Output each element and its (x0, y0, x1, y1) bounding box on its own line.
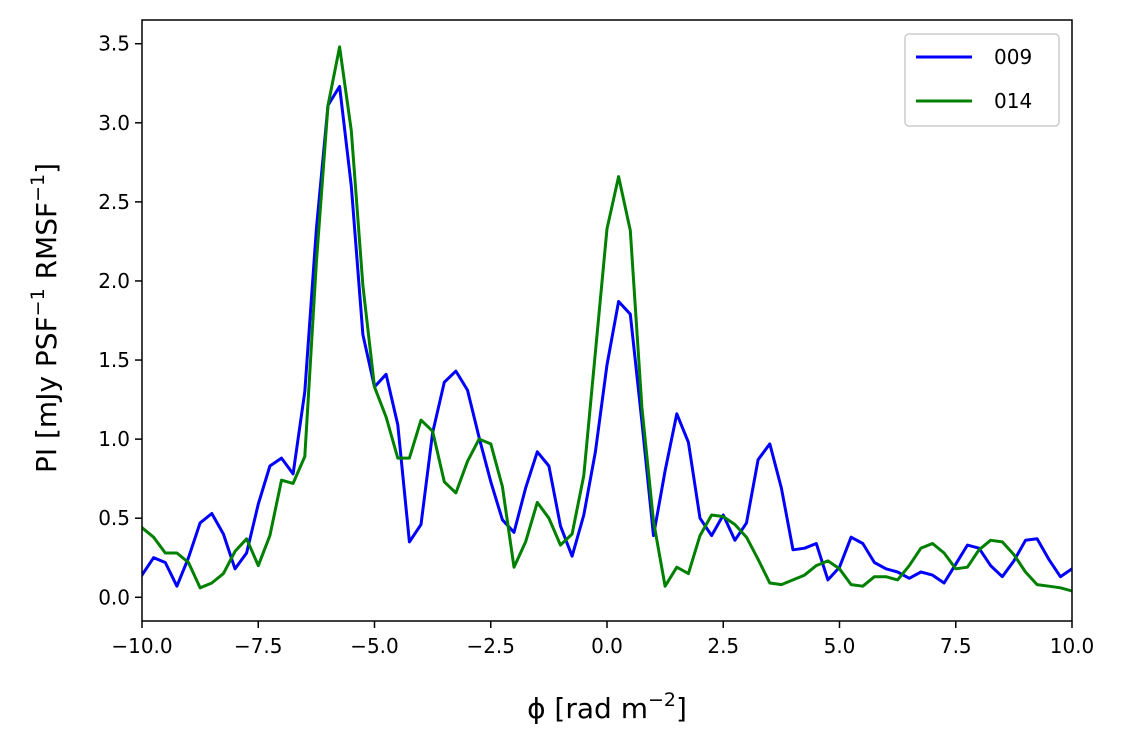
y-tick-label: 3.5 (98, 32, 130, 56)
y-tick-label: 2.5 (98, 190, 130, 214)
y-tick-label: 0.0 (98, 585, 130, 609)
x-tick-label: 2.5 (707, 634, 739, 658)
x-tick-label: −5.0 (350, 634, 399, 658)
y-axis-label-end: ] (30, 163, 63, 174)
y-tick-label: 1.5 (98, 348, 130, 372)
x-axis-label-end: ] (676, 692, 687, 725)
x-tick-label: 10.0 (1050, 634, 1095, 658)
y-tick-label: 2.0 (98, 269, 130, 293)
y-axis-label-main: PI [mJy PSF (30, 316, 63, 473)
series-layer (142, 45, 1072, 593)
series-line-009 (142, 84, 1072, 588)
y-tick-label: 1.0 (98, 427, 130, 451)
y-tick-label: 3.0 (98, 111, 130, 135)
y-axis-label-superscript-1: −1 (27, 288, 49, 316)
y-axis-label-mid: RMSF (30, 202, 63, 288)
x-tick-label: 5.0 (824, 634, 856, 658)
x-tick-label: 7.5 (940, 634, 972, 658)
x-tick-label: −7.5 (234, 634, 283, 658)
y-axis-label-superscript-2: −1 (27, 174, 49, 202)
series-line-014 (142, 45, 1072, 593)
y-tick-label: 0.5 (98, 506, 130, 530)
x-axis-label-main: ϕ [rad m (527, 692, 648, 725)
x-tick-label: −2.5 (466, 634, 515, 658)
x-axis: −10.0 −7.5 −5.0 −2.5 0.0 2.5 5.0 7.5 10.0 (111, 621, 1094, 658)
x-tick-label: 0.0 (591, 634, 623, 658)
y-axis-label: PI [mJy PSF−1 RMSF−1] (27, 163, 63, 473)
legend: 009 014 (904, 33, 1060, 127)
legend-box (904, 33, 1060, 127)
x-tick-label: −10.0 (111, 634, 172, 658)
y-axis: 0.0 0.5 1.0 1.5 2.0 2.5 3.0 3.5 (98, 32, 142, 609)
legend-label-009: 009 (994, 45, 1032, 69)
x-axis-label-superscript: −2 (648, 689, 676, 711)
legend-label-014: 014 (994, 89, 1032, 113)
x-axis-label: ϕ [rad m−2] (527, 689, 687, 725)
